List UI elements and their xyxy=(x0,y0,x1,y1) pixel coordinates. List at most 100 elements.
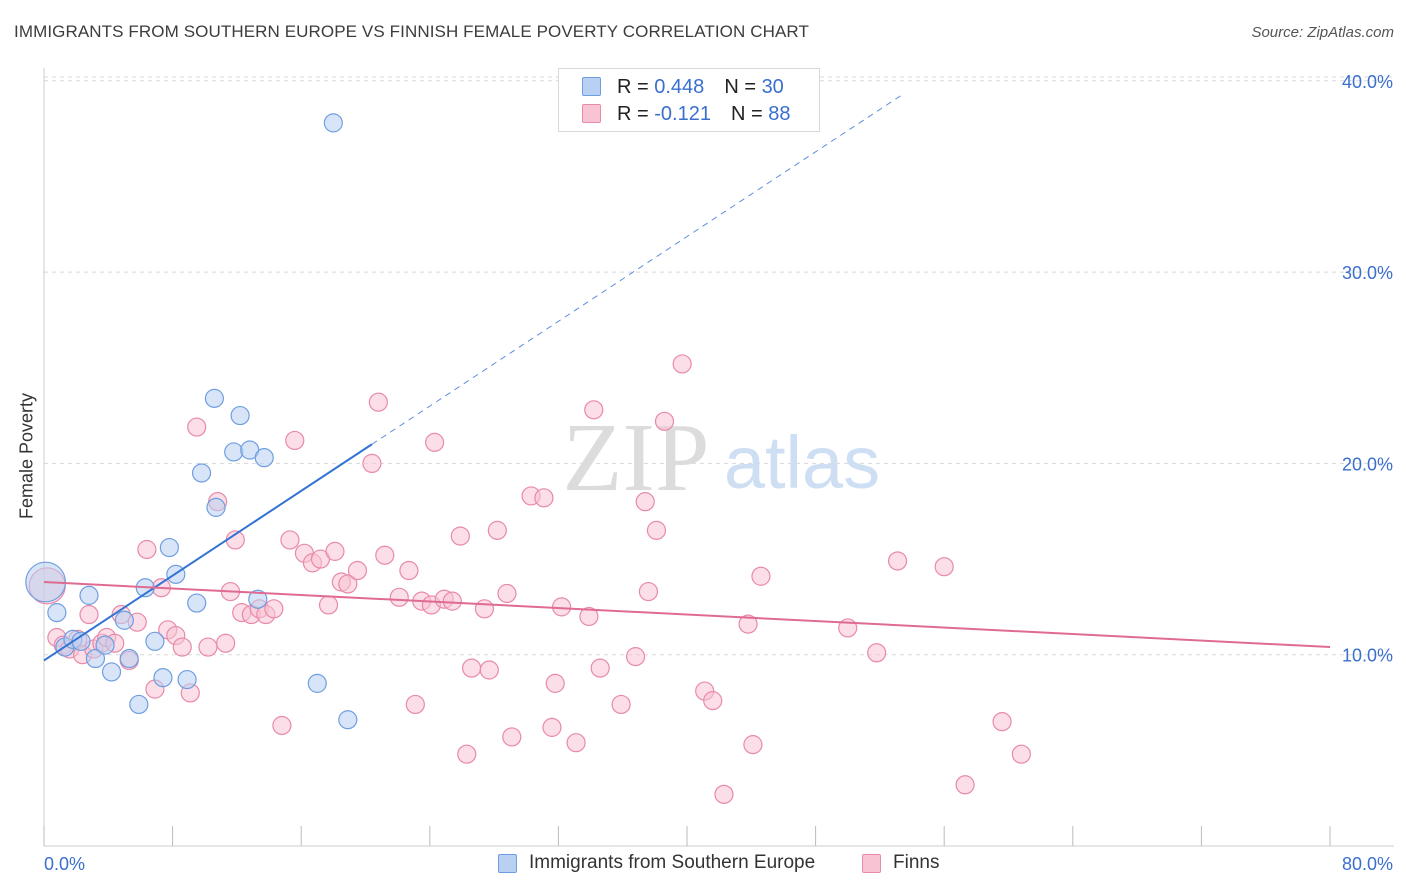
n-value: 88 xyxy=(768,102,791,125)
finns-point xyxy=(187,417,207,437)
finns-point xyxy=(743,735,763,755)
finns-point xyxy=(325,541,345,561)
immigrants-point xyxy=(47,603,67,623)
finns-point xyxy=(79,604,99,625)
immigrants-point xyxy=(307,673,327,693)
finns-point xyxy=(654,411,675,431)
finns-point xyxy=(992,712,1012,732)
finns-point xyxy=(672,354,692,374)
finns-point xyxy=(461,658,482,678)
finns-point xyxy=(714,784,734,804)
immigrants-point xyxy=(338,710,358,730)
finns-point xyxy=(1011,744,1031,764)
finns-point xyxy=(362,453,382,473)
finns-point xyxy=(867,643,887,663)
finns-point xyxy=(474,599,495,619)
finns-point xyxy=(638,581,659,602)
r-label: R = xyxy=(617,75,655,98)
x-tick-label-min: 0.0% xyxy=(44,854,85,874)
finns-point xyxy=(264,599,284,619)
legend-label-finns: Finns xyxy=(893,852,940,873)
finns-point xyxy=(584,400,604,420)
finns-point xyxy=(172,637,192,657)
finns-point xyxy=(405,694,425,715)
source-label: Source: ZipAtlas.com xyxy=(1251,24,1394,41)
finns-point xyxy=(450,526,470,546)
r-value: 0.448 xyxy=(654,75,705,98)
finns-point xyxy=(887,551,908,571)
immigrants-point xyxy=(159,537,179,558)
finns-point xyxy=(389,587,409,607)
finns-point xyxy=(375,545,395,565)
y-axis-label: Female Poverty xyxy=(16,392,37,520)
finns-point xyxy=(934,557,954,577)
y-tick-label: 40.0% xyxy=(1342,72,1393,92)
finns-point xyxy=(137,539,157,560)
finns-point xyxy=(635,492,655,512)
tick-labels: 10.0% 20.0% 30.0% 40.0% 0.0% 80.0% xyxy=(44,72,1393,874)
n-value: 30 xyxy=(761,75,784,98)
immigrants-point xyxy=(187,593,207,613)
watermark-zip: ZIP xyxy=(563,404,710,512)
legend-swatch-pink xyxy=(862,853,881,873)
legend-swatch-blue xyxy=(498,853,517,873)
finns-point xyxy=(738,614,758,634)
finns-point xyxy=(272,715,292,736)
finns-point xyxy=(368,392,388,412)
finns-point xyxy=(646,520,667,540)
stats-row-finns: R = -0.121 N = 88 xyxy=(582,102,791,126)
finns-point xyxy=(534,488,554,508)
chart-title: IMMIGRANTS FROM SOUTHERN EUROPE VS FINNI… xyxy=(14,22,809,41)
bottom-legend: Immigrants from Southern Europe Finns xyxy=(0,852,1406,878)
immigrants-point xyxy=(119,648,139,669)
immigrants-points xyxy=(25,113,358,730)
r-label: R = xyxy=(617,102,655,125)
legend-item-immigrants[interactable]: Immigrants from Southern Europe xyxy=(498,852,815,874)
immigrants-point xyxy=(101,662,122,682)
y-tick-label: 20.0% xyxy=(1342,454,1393,474)
immigrants-point xyxy=(85,648,106,669)
y-tick-label: 30.0% xyxy=(1342,263,1393,283)
finns-point xyxy=(590,658,610,678)
legend-label-immigrants: Immigrants from Southern Europe xyxy=(529,852,816,873)
finns-point xyxy=(338,574,358,594)
finns-point xyxy=(347,560,368,581)
finns-point xyxy=(497,583,517,604)
legend-item-finns[interactable]: Finns xyxy=(862,852,939,874)
immigrants-point xyxy=(95,635,115,655)
finns-point xyxy=(479,660,499,680)
finns-point xyxy=(566,733,586,753)
finns-point xyxy=(425,432,445,452)
immigrants-point xyxy=(191,463,212,483)
finns-point xyxy=(703,691,723,711)
immigrants-point xyxy=(145,631,165,651)
n-label: N = xyxy=(724,75,762,98)
stats-legend: R = 0.448 N = 30 R = -0.121 N = 88 xyxy=(558,68,820,132)
n-label: N = xyxy=(730,102,769,125)
immigrants-point xyxy=(204,388,224,408)
immigrants-point xyxy=(323,113,343,133)
finns-trend-line xyxy=(43,581,1331,649)
immigrants-point xyxy=(206,497,226,517)
x-tick-label-max: 80.0% xyxy=(1342,854,1393,874)
finns-point xyxy=(318,595,339,615)
immigrants-point xyxy=(230,405,250,426)
watermark: ZIP atlas xyxy=(563,404,881,512)
finns-point xyxy=(285,430,305,451)
y-tick-label: 10.0% xyxy=(1342,646,1393,666)
finns-point xyxy=(487,520,507,540)
finns-point xyxy=(216,633,236,653)
finns-point xyxy=(399,560,419,581)
stats-row-immigrants: R = 0.448 N = 30 xyxy=(582,75,784,99)
finns-point xyxy=(611,694,631,715)
finns-points xyxy=(28,354,1031,804)
finns-point xyxy=(579,606,599,627)
immigrants-point xyxy=(224,442,244,462)
immigrants-trend-line xyxy=(43,443,373,662)
finns-point xyxy=(442,591,462,611)
immigrants-point xyxy=(79,585,99,605)
finns-point xyxy=(955,775,975,795)
immigrants-point xyxy=(153,668,173,688)
legend-swatch-blue xyxy=(582,77,601,96)
